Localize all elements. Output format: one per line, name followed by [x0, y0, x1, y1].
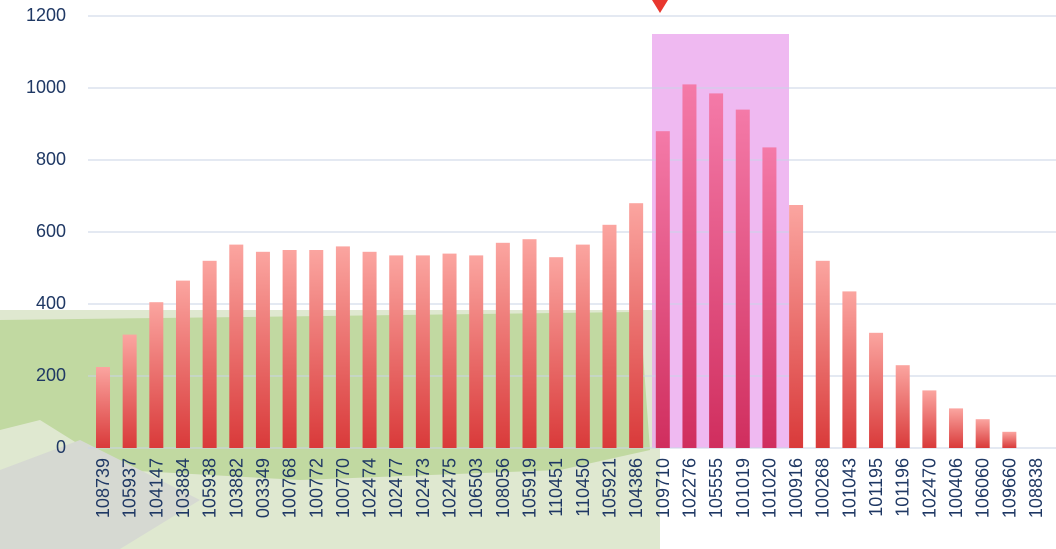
y-tick-label: 400	[36, 293, 66, 313]
x-tick-label: 100268	[813, 458, 833, 518]
x-tick-label: 101196	[893, 458, 913, 517]
x-tick-label: 105937	[120, 458, 140, 518]
x-tick-label: 101043	[839, 458, 859, 518]
y-tick-label: 0	[56, 437, 66, 457]
x-tick-label: 100406	[946, 458, 966, 518]
bar	[122, 334, 137, 448]
x-tick-label: 102276	[679, 458, 699, 518]
bar	[335, 246, 350, 448]
bar	[255, 251, 270, 448]
bar	[789, 205, 804, 448]
x-tick-label: 104386	[626, 458, 646, 518]
x-tick-label: 100916	[786, 458, 806, 518]
bar	[1002, 431, 1017, 448]
x-tick-label: 106503	[466, 458, 486, 518]
y-tick-label: 600	[36, 221, 66, 241]
bar	[442, 253, 457, 448]
bar	[682, 84, 697, 449]
x-tick-label: 110450	[573, 458, 593, 517]
x-tick-label: 104147	[146, 458, 166, 518]
x-tick-label: 102474	[360, 458, 380, 518]
bar	[762, 147, 777, 448]
bar	[895, 365, 910, 448]
x-tick-label: 100768	[280, 458, 300, 518]
x-tick-label: 109660	[999, 458, 1019, 518]
x-tick-label: 101195	[866, 458, 886, 517]
bar	[149, 302, 164, 448]
x-tick-label: 100770	[333, 458, 353, 518]
bar	[922, 390, 937, 448]
x-tick-label: 109710	[653, 458, 673, 518]
x-tick-label: 102473	[413, 458, 433, 518]
x-tick-label: 106060	[973, 458, 993, 518]
bar	[602, 224, 617, 448]
y-tick-label: 1000	[26, 77, 66, 97]
x-tick-label: 105921	[599, 458, 619, 518]
bar	[309, 250, 324, 448]
bar	[949, 408, 964, 448]
x-tick-label: 101020	[759, 458, 779, 518]
x-tick-label: 101019	[733, 458, 753, 518]
bar	[549, 257, 564, 448]
marker	[652, 0, 668, 13]
x-tick-label: 100772	[306, 458, 326, 518]
x-tick-label: 108838	[1026, 458, 1046, 518]
bar	[815, 260, 830, 448]
bar	[575, 244, 590, 448]
bar	[735, 109, 750, 448]
y-tick-label: 1200	[26, 5, 66, 25]
bar	[175, 280, 190, 448]
x-tick-label: 102470	[919, 458, 939, 518]
x-tick-label: 108056	[493, 458, 513, 518]
bar	[202, 260, 217, 448]
y-tick-label: 800	[36, 149, 66, 169]
bar	[282, 250, 297, 448]
bar	[842, 291, 857, 448]
bar	[495, 242, 510, 448]
bar	[869, 332, 884, 448]
x-tick-label: 003349	[253, 458, 273, 518]
bar	[709, 93, 724, 449]
bar	[469, 255, 484, 448]
bar	[415, 255, 430, 448]
bar	[362, 251, 377, 448]
bar	[975, 419, 990, 448]
y-tick-label: 200	[36, 365, 66, 385]
bar	[522, 239, 537, 448]
bar	[655, 131, 670, 448]
bar	[389, 255, 404, 448]
x-tick-label: 103882	[226, 458, 246, 518]
x-tick-label: 110451	[546, 458, 566, 517]
bar	[96, 367, 110, 448]
x-tick-label: 102475	[440, 458, 460, 518]
x-tick-label: 105919	[520, 458, 540, 518]
x-tick-label: 108739	[93, 458, 113, 518]
x-tick-label: 105938	[200, 458, 220, 518]
bar	[629, 203, 644, 448]
bar	[229, 244, 244, 448]
x-tick-label: 103884	[173, 458, 193, 518]
x-tick-label: 105555	[706, 458, 726, 518]
x-tick-label: 102477	[386, 458, 406, 518]
